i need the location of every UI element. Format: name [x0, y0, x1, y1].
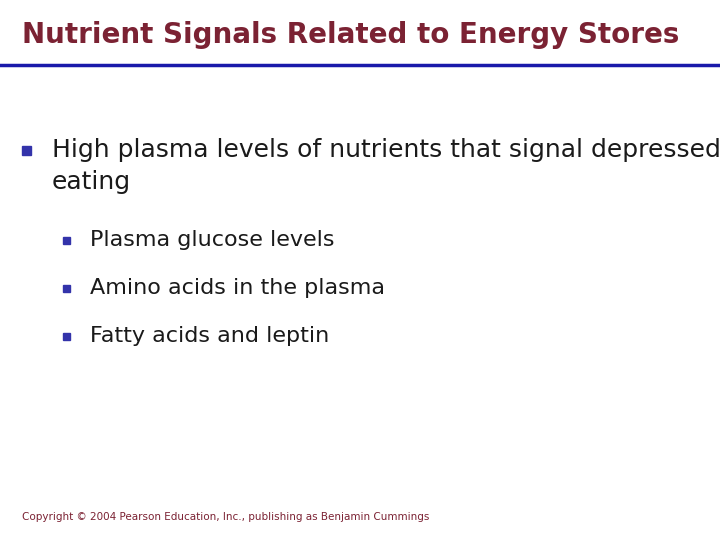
Text: High plasma levels of nutrients that signal depressed: High plasma levels of nutrients that sig… [52, 138, 720, 162]
Text: Nutrient Signals Related to Energy Stores: Nutrient Signals Related to Energy Store… [22, 21, 680, 49]
Bar [63, 285, 70, 292]
Text: Copyright © 2004 Pearson Education, Inc., publishing as Benjamin Cummings: Copyright © 2004 Pearson Education, Inc.… [22, 512, 429, 522]
Text: Fatty acids and leptin: Fatty acids and leptin [90, 326, 329, 346]
Bar [63, 333, 70, 340]
Text: Plasma glucose levels: Plasma glucose levels [90, 230, 335, 250]
Bar [22, 145, 30, 154]
Text: Amino acids in the plasma: Amino acids in the plasma [90, 278, 385, 298]
Text: eating: eating [52, 170, 131, 194]
Bar [63, 237, 70, 244]
